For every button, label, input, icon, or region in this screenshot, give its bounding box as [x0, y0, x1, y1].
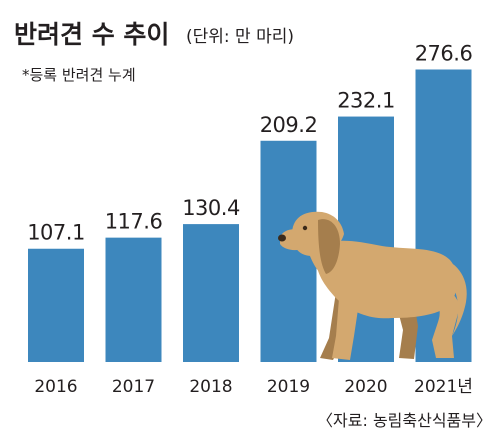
category-label-2021년: 2021년 — [414, 377, 473, 397]
bar-2018 — [183, 224, 239, 362]
value-label-2018: 130.4 — [182, 196, 240, 220]
value-label-2019: 209.2 — [260, 113, 318, 137]
value-label-2017: 117.6 — [105, 210, 163, 234]
category-label-2018: 2018 — [189, 377, 232, 397]
chart-unit: (단위: 만 마리) — [186, 27, 294, 47]
category-label-2020: 2020 — [344, 377, 387, 397]
category-label-2017: 2017 — [112, 377, 155, 397]
bar-2017 — [105, 237, 162, 362]
category-label-2019: 2019 — [267, 377, 310, 397]
dog-illustration — [278, 211, 467, 360]
bar-2016 — [28, 248, 84, 362]
value-label-2021년: 276.6 — [415, 41, 473, 65]
value-labels-group: 107.1 117.6 130.4 209.2 232.1 276.6 — [27, 41, 473, 245]
value-label-2016: 107.1 — [27, 221, 85, 245]
value-label-2020: 232.1 — [337, 89, 395, 113]
category-labels-group: 2016 2017 2018 2019 2020 2021년 — [34, 377, 473, 397]
source-note: 〈자료: 농림축산식품부〉 — [317, 411, 492, 430]
category-label-2016: 2016 — [34, 377, 77, 397]
chart-title: 반려견 수 추이 — [14, 20, 169, 49]
chart-note: *등록 반려견 누계 — [22, 66, 136, 84]
